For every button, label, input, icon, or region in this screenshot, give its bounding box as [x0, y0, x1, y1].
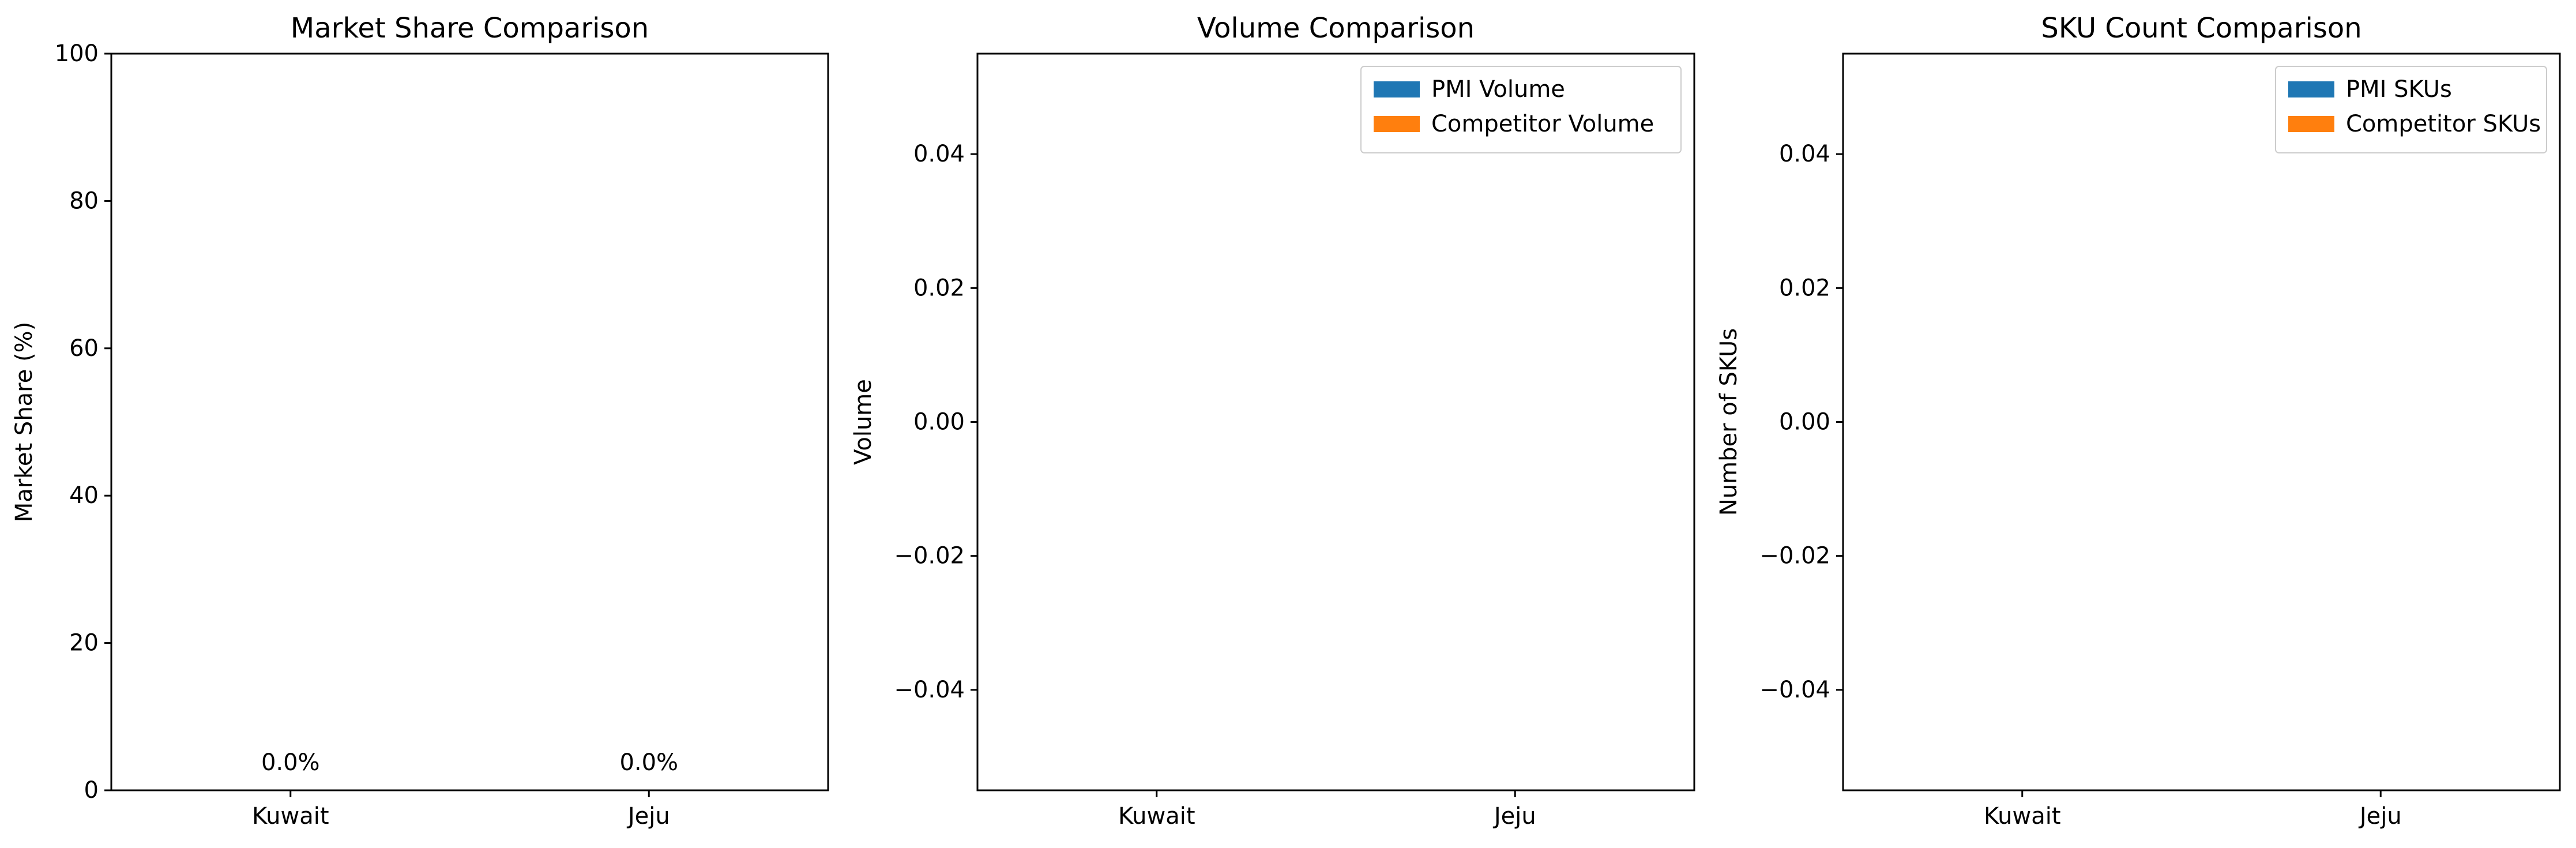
legend-swatch — [2288, 116, 2334, 132]
legend-entry: PMI Volume — [1431, 76, 1565, 103]
data-label: 0.0% — [261, 749, 320, 776]
legend-swatch — [1374, 116, 1420, 132]
y-tick-label: −0.02 — [894, 543, 965, 569]
chart-panel-3: −0.04 −0.02 0.00 0.02 0.04 Kuwait Jeju SKU Coun… — [1716, 12, 2561, 830]
y-tick-label: 0 — [84, 777, 99, 804]
chart-title: Market Share Comparison — [291, 12, 649, 44]
x-tick-label: Jeju — [1492, 803, 1536, 830]
y-tick-label: 0.04 — [913, 141, 965, 167]
x-tick-label: Kuwait — [1118, 803, 1195, 830]
y-tick-label: 80 — [69, 187, 99, 214]
chart-panel-2: −0.04 −0.02 0.00 0.02 0.04 Kuwait Jeju Volume C… — [850, 12, 1695, 830]
y-tick-label: −0.02 — [1759, 543, 1830, 569]
legend-box — [2275, 66, 2547, 153]
y-tick-label: 0.02 — [1779, 275, 1830, 301]
legend-box — [1360, 66, 1682, 153]
legend-entry: Competitor Volume — [1431, 111, 1654, 137]
y-tick-label: 0.00 — [913, 409, 965, 436]
axes-frame — [1842, 52, 2561, 791]
x-tick-label: Jeju — [2358, 803, 2402, 830]
y-tick-label: 0.02 — [913, 275, 965, 301]
legend-entry: PMI SKUs — [2346, 76, 2452, 103]
y-tick-label: 0.00 — [1779, 409, 1830, 436]
y-tick-label: 0.04 — [1779, 141, 1830, 167]
y-tick-label: 20 — [69, 630, 99, 656]
x-tick-label: Jeju — [626, 803, 670, 830]
y-tick-label: 60 — [69, 335, 99, 362]
y-axis-label: Volume — [850, 379, 877, 465]
chart-title: Volume Comparison — [1197, 12, 1475, 44]
chart-title: SKU Count Comparison — [2041, 12, 2361, 44]
y-axis-label: Market Share (%) — [11, 322, 37, 523]
y-axis-label: Number of SKUs — [1716, 328, 1742, 516]
y-tick-label: 40 — [69, 482, 99, 509]
legend-swatch — [2288, 81, 2334, 97]
data-label: 0.0% — [619, 749, 678, 776]
y-tick-label: −0.04 — [894, 677, 965, 703]
axes-frame — [976, 52, 1695, 791]
y-tick-label: −0.04 — [1759, 677, 1830, 703]
legend: PMI SKUs Competitor SKUs — [2275, 66, 2547, 153]
chart-panel-1: 0.0% 0.0% 0 20 40 60 80 100 Kuwait Jeju Market Sha… — [11, 12, 829, 830]
y-tick-label: 100 — [55, 40, 99, 67]
x-tick-label: Kuwait — [1984, 803, 2061, 830]
legend-entry: Competitor SKUs — [2346, 111, 2541, 137]
legend-swatch — [1374, 81, 1420, 97]
legend: PMI Volume Competitor Volume — [1360, 66, 1682, 153]
axes-frame — [110, 52, 829, 791]
x-tick-label: Kuwait — [252, 803, 329, 830]
